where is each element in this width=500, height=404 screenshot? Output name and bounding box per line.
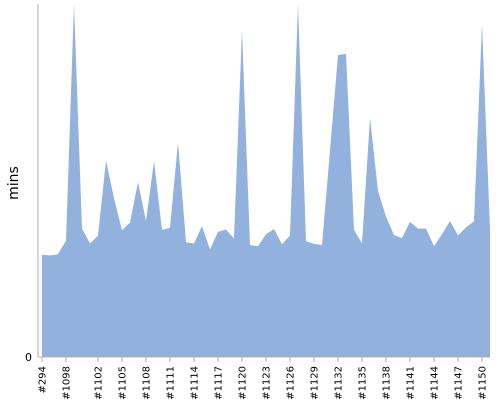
- x-tick-label: #1123: [262, 366, 273, 400]
- y-axis-label: mins: [6, 166, 22, 200]
- series-area: [42, 4, 490, 357]
- x-tick-label: #1144: [430, 366, 441, 400]
- x-tick-label: #1120: [238, 366, 249, 400]
- x-tick-label: #1114: [190, 366, 201, 400]
- x-tick-label: #1098: [62, 366, 73, 400]
- x-tick-label: #1150: [478, 366, 489, 400]
- y-tick-label: 0: [25, 351, 32, 364]
- x-tick-label: #1129: [310, 366, 321, 400]
- x-tick-label: #1138: [382, 366, 393, 400]
- x-tick-label: #1132: [334, 366, 345, 400]
- x-tick-label: #294: [38, 366, 49, 393]
- axes: 0 #294 #1098 #1102 #1105 #1108 #1111 #1114 #1117…: [25, 4, 490, 400]
- x-tick-label: #1108: [142, 366, 153, 400]
- x-tick-label: #1102: [94, 366, 105, 400]
- x-tick-label: #1147: [454, 366, 465, 400]
- x-tick-label: #1126: [286, 366, 297, 400]
- x-tick-label: #1111: [166, 366, 177, 400]
- x-tick-label: #1105: [118, 366, 129, 400]
- x-tick-label: #1135: [358, 366, 369, 400]
- plot-area: [42, 4, 490, 357]
- x-tick-label: #1141: [406, 366, 417, 400]
- x-tick-label: #1117: [214, 366, 225, 400]
